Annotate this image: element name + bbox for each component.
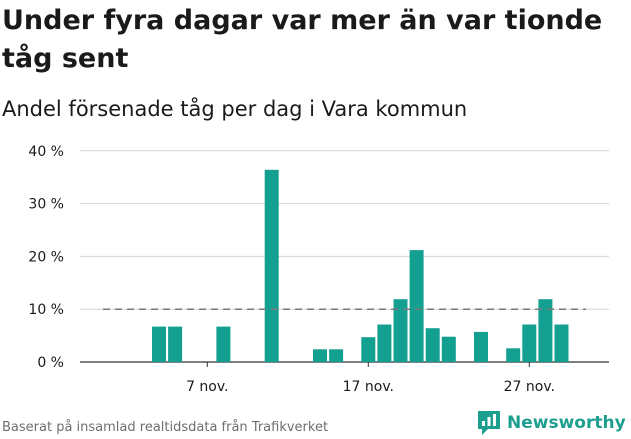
bars <box>152 169 569 362</box>
bar-chart: 0 % 10 % 20 % 30 % 40 % 7 nov. 17 nov. 27 nov. <box>28 144 609 395</box>
bar <box>474 331 488 362</box>
bar <box>538 299 553 362</box>
bar <box>168 326 183 362</box>
y-tick-label: 20 % <box>28 249 64 265</box>
bar <box>361 337 376 362</box>
chart-subtitle: Andel försenade tåg per dag i Vara kommu… <box>2 97 468 121</box>
y-tick-label: 30 % <box>28 197 64 213</box>
bar <box>313 349 327 362</box>
bar <box>522 324 537 362</box>
bar <box>329 349 344 362</box>
chart-title: Under fyra dagar var mer än var tionde t… <box>2 5 603 74</box>
newsworthy-logo: Newsworthy <box>476 409 626 437</box>
bar <box>216 326 231 362</box>
x-axis-ticks: 7 nov. 17 nov. 27 nov. <box>186 362 555 395</box>
y-tick-label: 10 % <box>28 302 64 318</box>
y-tick-label: 40 % <box>28 144 64 160</box>
bar <box>554 324 569 362</box>
bar <box>441 336 456 362</box>
newsworthy-logo-icon <box>478 411 500 435</box>
bar <box>506 348 521 362</box>
bar <box>264 169 279 362</box>
bar <box>377 324 392 362</box>
newsworthy-logo-text: Newsworthy <box>507 413 626 433</box>
bar <box>425 328 440 362</box>
source-note: Baserat på insamlad realtidsdata från Tr… <box>2 420 329 435</box>
bar <box>409 250 424 362</box>
x-tick-label: 17 nov. <box>343 379 394 395</box>
y-tick-label: 0 % <box>37 355 64 371</box>
x-tick-label: 7 nov. <box>186 379 228 395</box>
x-tick-label: 27 nov. <box>504 379 555 395</box>
bar <box>152 326 166 362</box>
y-axis-ticks: 0 % 10 % 20 % 30 % 40 % <box>28 144 64 371</box>
bar <box>393 299 408 362</box>
